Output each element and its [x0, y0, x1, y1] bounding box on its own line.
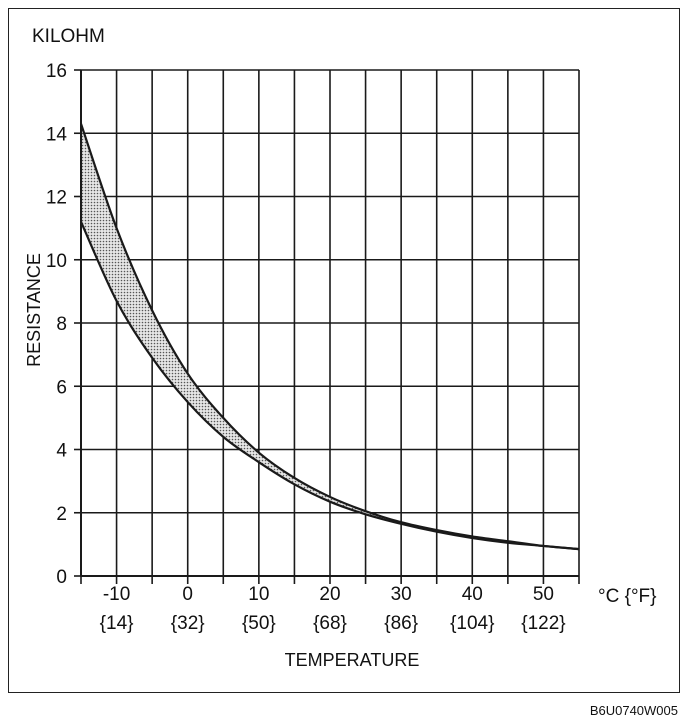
figure-code: B6U0740W005	[589, 703, 678, 718]
grid	[80, 69, 580, 577]
x-tick-label-fahrenheit: {32}	[171, 613, 205, 634]
y-tick-label: 0	[56, 567, 67, 588]
x-tick-label: 30	[391, 584, 412, 605]
x-tick-label: -10	[103, 584, 130, 605]
y-tick-label: 4	[56, 441, 67, 462]
y-axis-label: RESISTANCE	[24, 253, 44, 367]
axis-ticks: 0 2 4 6 8 10 12 14 16 -10 {14} 0 {32} 10 {50} 20 {68} 30 {…	[46, 61, 580, 634]
y-tick-label: 12	[46, 188, 67, 209]
y-tick-label: 14	[46, 124, 68, 145]
lower-limit-curve	[79, 221, 580, 551]
y-tick-label: 10	[46, 251, 67, 272]
y-tick-label: 6	[56, 377, 67, 398]
y-tick-label: 8	[56, 314, 67, 335]
y-tick-label: 16	[46, 61, 67, 82]
upper-limit-curve	[79, 123, 580, 551]
resistance-band	[79, 123, 580, 551]
x-tick-label: 50	[533, 584, 554, 605]
x-tick-label: 10	[248, 584, 269, 605]
x-tick-label: 0	[182, 584, 193, 605]
x-tick-label-fahrenheit: {86}	[384, 613, 418, 634]
x-tick-label-fahrenheit: {14}	[100, 613, 134, 634]
x-tick-label-fahrenheit: {104}	[450, 613, 494, 634]
x-tick-label: 20	[319, 584, 340, 605]
x-axis-label: TEMPERATURE	[285, 650, 420, 670]
x-tick-label-fahrenheit: {68}	[313, 613, 347, 634]
x-tick-label-fahrenheit: {50}	[242, 613, 276, 634]
y-unit-label: KILOHM	[32, 26, 105, 47]
x-tick-label: 40	[462, 584, 483, 605]
chart-frame	[8, 8, 680, 693]
x-tick-label-fahrenheit: {122}	[521, 613, 565, 634]
x-unit-label: °C {°F}	[598, 586, 657, 607]
y-tick-label: 2	[56, 504, 67, 525]
